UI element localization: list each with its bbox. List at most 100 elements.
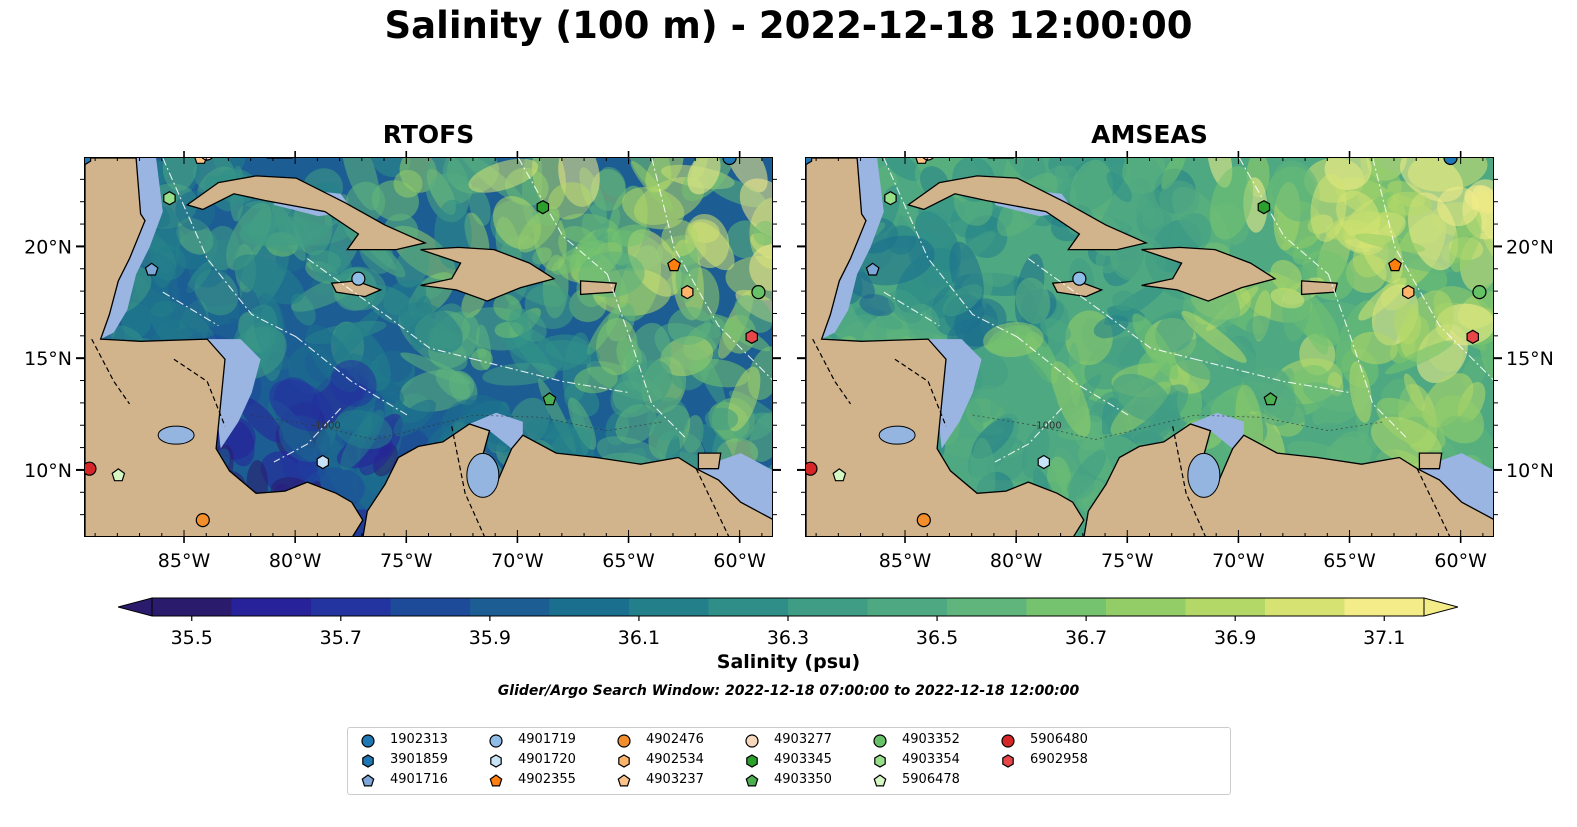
platform-marker-4903352[interactable] xyxy=(1472,285,1487,300)
pentagon-marker-icon xyxy=(617,774,631,787)
lake-maracaibo xyxy=(466,452,500,498)
platform-marker-4902534[interactable] xyxy=(1402,284,1415,300)
platform-marker-4903350[interactable] xyxy=(1263,392,1278,406)
colorbar-label: Salinity (psu) xyxy=(716,651,861,673)
circle-marker-icon xyxy=(873,734,887,748)
legend-marker-4902534[interactable] xyxy=(618,754,630,768)
legend-label: 5906478 xyxy=(902,772,960,787)
colorbar-bin xyxy=(152,598,233,616)
colorbar-tick-label: 36.5 xyxy=(916,627,958,649)
legend-label: 3901859 xyxy=(390,752,448,767)
shallow-shelf xyxy=(1190,412,1244,449)
platform-marker-5906480[interactable] xyxy=(85,461,97,476)
colorbar-tick-label: 36.9 xyxy=(1214,627,1256,649)
legend-label: 4902476 xyxy=(646,732,704,747)
platform-marker-1902313[interactable] xyxy=(1443,158,1458,166)
land-mass xyxy=(1083,423,1493,536)
colorbar-bin xyxy=(629,598,710,616)
platform-marker-4902476[interactable] xyxy=(916,513,931,528)
platform-marker-4903352[interactable] xyxy=(751,285,766,300)
legend-label: 4903345 xyxy=(774,752,832,767)
legend-marker-4902476[interactable] xyxy=(617,734,631,748)
land-mass xyxy=(420,246,556,302)
platform-marker-1902313[interactable] xyxy=(722,158,737,166)
platform-marker-4902355[interactable] xyxy=(1388,258,1402,272)
legend-marker-4901719[interactable] xyxy=(489,734,503,748)
legend-marker-4902355[interactable] xyxy=(489,774,503,787)
platform-marker-4901716[interactable] xyxy=(865,262,880,276)
platform-marker-4902534[interactable] xyxy=(681,284,694,300)
circle-marker-icon xyxy=(361,734,375,748)
legend-marker-4903354[interactable] xyxy=(874,754,886,768)
platform-marker-5906478[interactable] xyxy=(111,468,126,482)
platform-marker-3901859[interactable] xyxy=(85,158,92,166)
legend-marker-4903277[interactable] xyxy=(745,734,759,748)
legend-marker-5906480[interactable] xyxy=(1001,734,1015,748)
platform-marker-5906478[interactable] xyxy=(832,468,847,482)
map-panel-amseas[interactable]: -1000 xyxy=(805,157,1494,537)
platform-marker-4901720[interactable] xyxy=(316,454,329,470)
colorbar-extend-max xyxy=(1423,597,1458,617)
colorbar-tick-label: 35.7 xyxy=(320,627,362,649)
platform-marker-4901719[interactable] xyxy=(1072,271,1087,286)
platform-marker-4901716[interactable] xyxy=(144,262,159,276)
lake-maracaibo xyxy=(1187,452,1221,498)
platform-marker-4903350[interactable] xyxy=(542,392,557,406)
legend-marker-3901859[interactable] xyxy=(362,754,374,768)
legend-marker-4903352[interactable] xyxy=(873,734,887,748)
platform-marker-4903277[interactable] xyxy=(201,158,214,161)
legend-marker-4901716[interactable] xyxy=(361,774,375,787)
platform-marker-6902958[interactable] xyxy=(745,329,759,344)
country-border xyxy=(173,358,226,427)
platform-marker-4901719[interactable] xyxy=(351,271,366,286)
colorbar-tick-label: 36.1 xyxy=(618,627,660,649)
legend-label: 4901716 xyxy=(390,772,448,787)
figure-title: Salinity (100 m) - 2022-12-18 12:00:00 xyxy=(384,4,1193,47)
platform-marker-4901720[interactable] xyxy=(1037,454,1050,470)
legend-marker-4903237[interactable] xyxy=(617,774,631,787)
shallow-shelf xyxy=(1417,453,1493,520)
colorbar-bin xyxy=(1026,598,1107,616)
pentagon-marker-icon xyxy=(489,774,503,787)
latitude-tick-label: 20°N xyxy=(1506,236,1554,258)
legend-marker-4901720[interactable] xyxy=(490,754,502,768)
eez-boundary xyxy=(883,158,1018,338)
platform-marker-5906480[interactable] xyxy=(806,461,818,476)
depth-contour xyxy=(251,414,663,441)
legend-label: 4901719 xyxy=(518,732,576,747)
platform-marker-4902355[interactable] xyxy=(667,258,681,272)
land-mass xyxy=(85,158,364,536)
legend-label: 4903352 xyxy=(902,732,960,747)
platform-marker-4903277[interactable] xyxy=(922,158,935,161)
legend-label: 4903350 xyxy=(774,772,832,787)
longitude-tick-label: 75°W xyxy=(380,550,433,572)
platform-marker-6902958[interactable] xyxy=(1466,329,1480,344)
country-border xyxy=(695,468,730,536)
platform-marker-3901859[interactable] xyxy=(806,158,813,166)
country-border xyxy=(1416,468,1451,536)
legend-marker-4903345[interactable] xyxy=(746,754,758,768)
platform-marker-4903345[interactable] xyxy=(1257,200,1271,215)
country-border xyxy=(1172,426,1206,536)
colorbar-bin xyxy=(470,598,551,616)
country-border xyxy=(894,358,947,427)
hexagon-marker-icon xyxy=(874,754,886,768)
colorbar-bin xyxy=(788,598,869,616)
legend-marker-1902313[interactable] xyxy=(361,734,375,748)
shallow-shelf xyxy=(696,453,772,520)
legend-marker-6902958[interactable] xyxy=(1002,754,1014,768)
platform-marker-4902476[interactable] xyxy=(195,513,210,528)
contour-label: -1000 xyxy=(312,420,341,431)
legend-marker-4903350[interactable] xyxy=(745,774,759,787)
legend-marker-5906478[interactable] xyxy=(873,774,887,787)
land-mass xyxy=(185,175,428,251)
colorbar-tick-label: 35.9 xyxy=(469,627,511,649)
platform-marker-4903354[interactable] xyxy=(163,191,176,206)
map-panel-rtofs[interactable]: -1000 xyxy=(84,157,773,537)
eez-boundary xyxy=(517,158,608,275)
hexagon-marker-icon xyxy=(746,754,758,768)
platform-marker-4903345[interactable] xyxy=(536,200,550,215)
eez-boundary xyxy=(306,258,475,360)
eez-boundary xyxy=(1016,336,1129,416)
platform-marker-4903354[interactable] xyxy=(884,191,897,206)
